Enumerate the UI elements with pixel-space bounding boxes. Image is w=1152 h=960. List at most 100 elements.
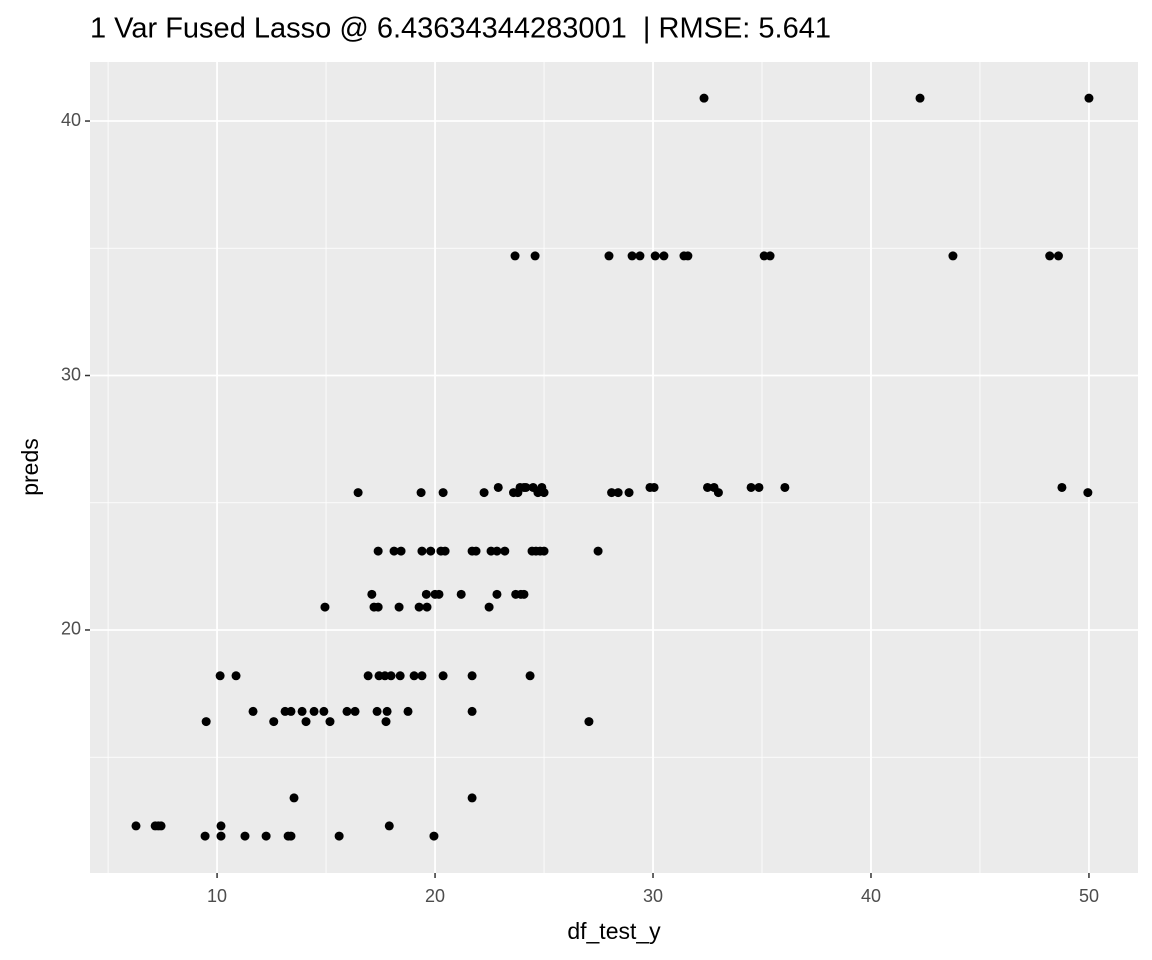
point xyxy=(683,251,693,261)
point xyxy=(703,482,713,492)
point xyxy=(1053,251,1063,261)
point xyxy=(492,589,502,599)
point xyxy=(409,671,419,681)
point xyxy=(342,706,352,716)
point xyxy=(746,482,756,492)
point xyxy=(1045,251,1055,261)
y-tick-label: 40 xyxy=(61,110,81,130)
point xyxy=(372,706,382,716)
point xyxy=(131,821,141,831)
point xyxy=(301,717,311,727)
point xyxy=(200,831,210,841)
point xyxy=(422,602,432,612)
point xyxy=(403,706,413,716)
point xyxy=(484,602,494,612)
point xyxy=(156,821,166,831)
point xyxy=(539,546,549,556)
point xyxy=(416,488,426,498)
point xyxy=(426,546,436,556)
point xyxy=(627,251,637,261)
point xyxy=(396,546,406,556)
point xyxy=(513,488,523,498)
y-tick-label: 20 xyxy=(61,619,81,639)
point xyxy=(417,546,427,556)
point xyxy=(297,706,307,716)
point xyxy=(493,482,503,492)
point xyxy=(334,831,344,841)
x-tick-label: 40 xyxy=(861,886,881,906)
point xyxy=(492,546,502,556)
point xyxy=(659,251,669,261)
point xyxy=(367,589,377,599)
point xyxy=(1057,482,1067,492)
point xyxy=(438,671,448,681)
point xyxy=(510,251,520,261)
point xyxy=(231,671,241,681)
point xyxy=(320,602,330,612)
point xyxy=(417,671,427,681)
point xyxy=(201,717,211,727)
x-tick-label: 50 xyxy=(1079,886,1099,906)
point xyxy=(289,793,299,803)
x-tick-label: 30 xyxy=(643,886,663,906)
point xyxy=(421,589,431,599)
point xyxy=(386,671,396,681)
point xyxy=(216,831,226,841)
point xyxy=(699,93,709,103)
point xyxy=(624,488,634,498)
point xyxy=(414,602,424,612)
point xyxy=(948,251,958,261)
chart-title: 1 Var Fused Lasso @ 6.43634344283001 | R… xyxy=(90,13,831,45)
point xyxy=(309,706,319,716)
point xyxy=(389,546,399,556)
point xyxy=(286,831,296,841)
point xyxy=(500,546,510,556)
point xyxy=(261,831,271,841)
y-axis-title: preds xyxy=(17,438,43,496)
point xyxy=(525,671,535,681)
point xyxy=(384,821,394,831)
point xyxy=(434,589,444,599)
point xyxy=(467,793,477,803)
point xyxy=(429,831,439,841)
point xyxy=(1083,488,1093,498)
point xyxy=(240,831,250,841)
point xyxy=(650,251,660,261)
point xyxy=(394,602,404,612)
point xyxy=(479,488,489,498)
y-tick-label: 30 xyxy=(61,364,81,384)
x-tick-label: 10 xyxy=(207,886,227,906)
point xyxy=(1084,93,1094,103)
point xyxy=(754,482,764,492)
point xyxy=(325,717,335,727)
point xyxy=(438,488,448,498)
point xyxy=(373,602,383,612)
panel xyxy=(90,62,1138,873)
point xyxy=(593,546,603,556)
point xyxy=(248,706,258,716)
point xyxy=(713,488,723,498)
x-tick-label: 20 xyxy=(425,886,445,906)
point xyxy=(216,821,226,831)
point xyxy=(350,706,360,716)
point xyxy=(382,706,392,716)
point xyxy=(467,706,477,716)
point xyxy=(521,482,531,492)
x-axis-title: df_test_y xyxy=(567,918,661,944)
point xyxy=(381,717,391,727)
point xyxy=(363,671,373,681)
point xyxy=(604,251,614,261)
point xyxy=(539,488,549,498)
point xyxy=(530,251,540,261)
point xyxy=(635,251,645,261)
point xyxy=(471,546,481,556)
point xyxy=(467,671,477,681)
point xyxy=(584,717,594,727)
point xyxy=(613,488,623,498)
point xyxy=(765,251,775,261)
point xyxy=(286,706,296,716)
point xyxy=(215,671,225,681)
point xyxy=(353,488,363,498)
point xyxy=(373,546,383,556)
